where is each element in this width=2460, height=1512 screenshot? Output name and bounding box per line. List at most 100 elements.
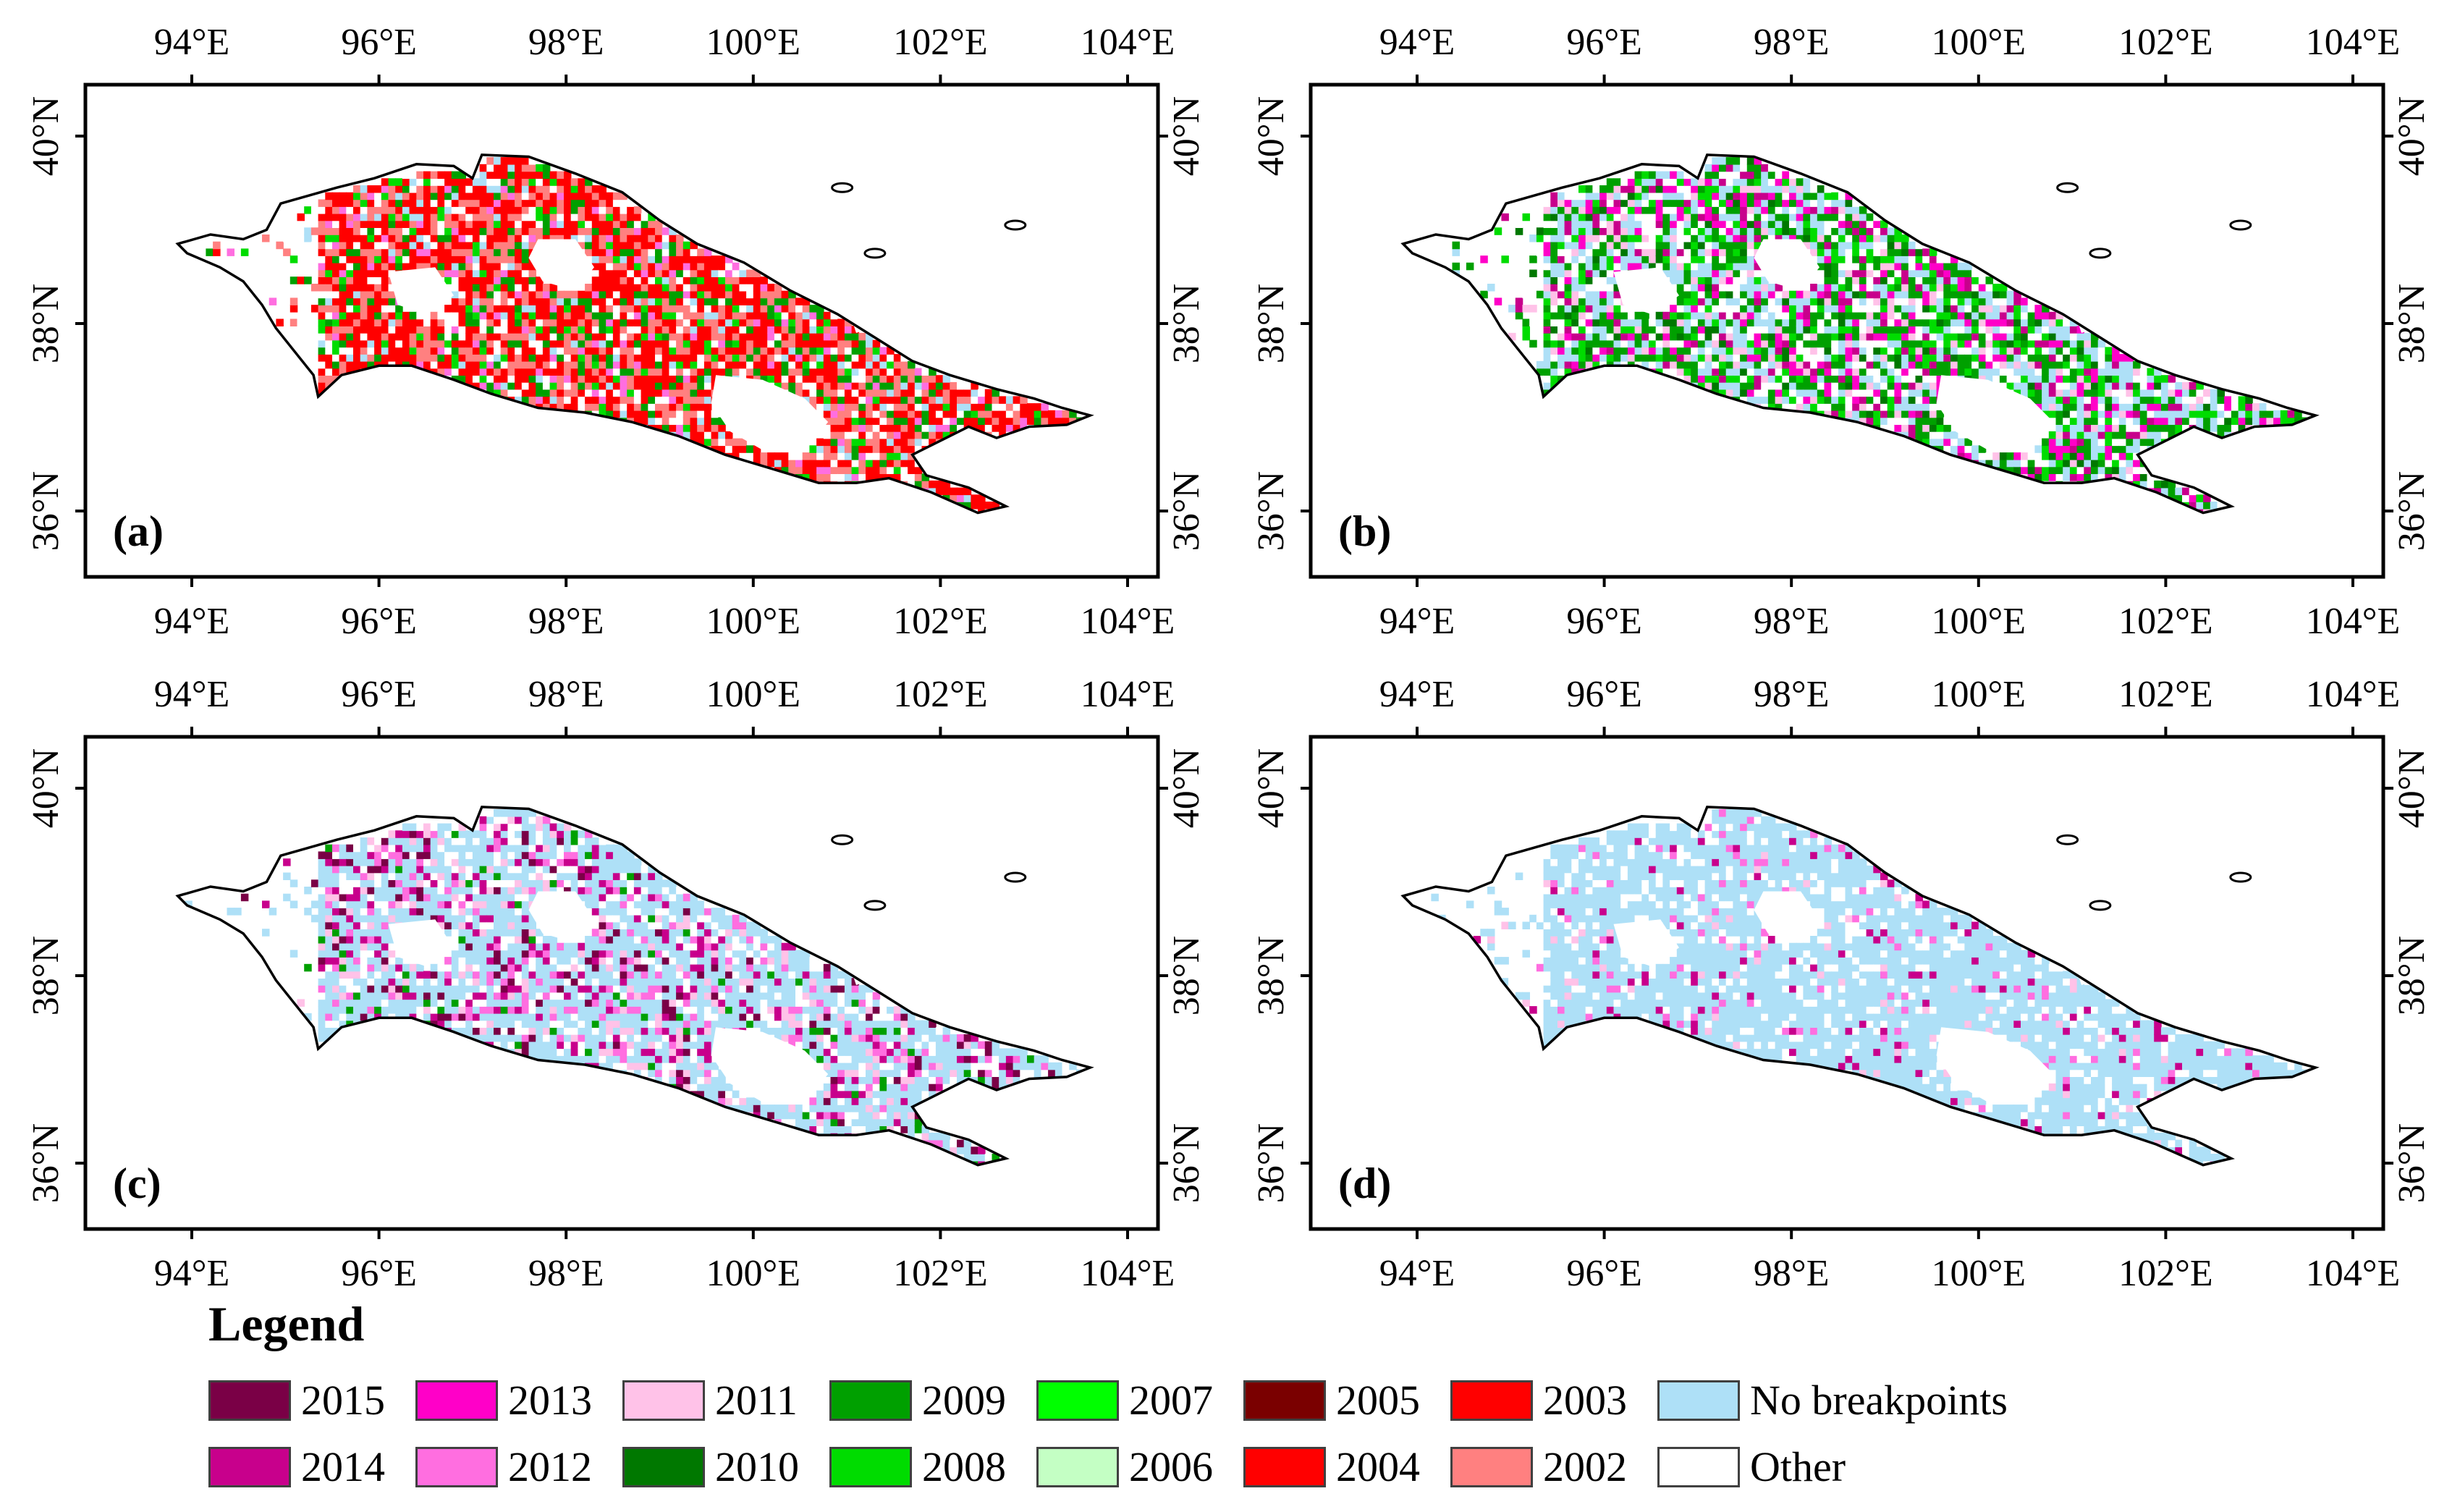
- legend-label: 2011: [715, 1377, 798, 1424]
- legend-label: 2009: [922, 1377, 1006, 1424]
- legend-item: 2006: [1036, 1446, 1243, 1488]
- lat-label-right: 36°N: [2391, 1123, 2432, 1203]
- lake: [388, 267, 454, 314]
- legend-item: 2005: [1243, 1380, 1450, 1422]
- legend-label: 2006: [1129, 1443, 1213, 1490]
- legend-label: 2002: [1543, 1443, 1627, 1490]
- lon-label-top: 104°E: [2306, 22, 2401, 63]
- lon-label-bottom: 104°E: [1081, 601, 1175, 642]
- legend-label: 2007: [1129, 1377, 1213, 1424]
- region-outline: [175, 153, 1094, 515]
- lat-label-right: 40°N: [2391, 748, 2432, 828]
- lon-label-top: 94°E: [154, 674, 230, 715]
- lon-label-bottom: 96°E: [1566, 1253, 1642, 1294]
- lake: [711, 375, 829, 450]
- lat-label-left: 36°N: [1251, 471, 1292, 551]
- region-outline: [175, 806, 1094, 1167]
- island: [2089, 900, 2112, 911]
- lake: [1936, 1027, 2054, 1102]
- island: [863, 248, 887, 259]
- legend-item: 2014: [208, 1446, 415, 1488]
- lon-label-top: 96°E: [1566, 22, 1642, 63]
- lon-label-bottom: 100°E: [706, 1253, 801, 1294]
- lon-label-bottom: 94°E: [1379, 1253, 1455, 1294]
- legend-label: Other: [1750, 1443, 1846, 1490]
- lat-label-right: 38°N: [1166, 936, 1207, 1015]
- lon-label-bottom: 98°E: [1754, 601, 1830, 642]
- lon-label-bottom: 100°E: [1932, 601, 2026, 642]
- lon-label-top: 100°E: [1932, 674, 2026, 715]
- lon-label-bottom: 98°E: [528, 601, 604, 642]
- lon-label-top: 94°E: [154, 22, 230, 63]
- legend-label: 2010: [715, 1443, 799, 1490]
- legend-item: 2007: [1036, 1380, 1243, 1422]
- legend-swatch: [208, 1447, 291, 1487]
- lake: [528, 891, 594, 943]
- lon-label-bottom: 104°E: [2306, 601, 2401, 642]
- lon-label-top: 96°E: [341, 22, 417, 63]
- region-outline: [1400, 806, 2320, 1167]
- lake: [1754, 239, 1819, 291]
- lon-label-top: 100°E: [1932, 22, 2026, 63]
- lat-label-right: 36°N: [2391, 471, 2432, 551]
- legend-swatch: [1243, 1380, 1326, 1421]
- lat-label-left: 36°N: [1251, 1123, 1292, 1203]
- legend-label: 2004: [1336, 1443, 1420, 1490]
- lon-label-top: 98°E: [528, 674, 604, 715]
- legend-item: 2009: [829, 1380, 1036, 1422]
- legend-label: 2005: [1336, 1377, 1420, 1424]
- land-cover-raster: [1403, 154, 2316, 513]
- lon-label-bottom: 98°E: [1754, 1253, 1830, 1294]
- lon-label-bottom: 102°E: [2118, 1253, 2213, 1294]
- legend-swatch: [208, 1380, 291, 1421]
- panel-label: (a): [113, 507, 164, 555]
- island: [2089, 248, 2112, 259]
- lat-label-left: 38°N: [25, 936, 67, 1015]
- legend-swatch: [622, 1447, 705, 1487]
- lon-label-bottom: 104°E: [1081, 1253, 1175, 1294]
- lon-label-top: 98°E: [528, 22, 604, 63]
- region-outline: [1400, 153, 2320, 515]
- legend-title: Legend: [208, 1296, 365, 1351]
- lake: [1613, 919, 1679, 966]
- lake: [1754, 891, 1819, 943]
- lat-label-right: 38°N: [2391, 936, 2432, 1015]
- island: [2229, 871, 2252, 883]
- lon-label-top: 100°E: [706, 674, 801, 715]
- map-panel: 94°E 94°E 96°E 96°E 98°E 98°E 100°E 100°E 102°E 1…: [25, 22, 1207, 642]
- land-cover-raster: [1403, 806, 2316, 1165]
- lon-label-top: 94°E: [1379, 22, 1455, 63]
- lake: [388, 919, 454, 966]
- lat-label-left: 40°N: [1251, 96, 1292, 176]
- island: [2056, 182, 2079, 193]
- lat-label-left: 38°N: [25, 284, 67, 363]
- map-panel: 94°E 94°E 96°E 96°E 98°E 98°E 100°E 100°E 102°E 1…: [25, 674, 1207, 1294]
- lon-label-top: 102°E: [2118, 674, 2213, 715]
- legend-item: Other: [1657, 1446, 1990, 1488]
- lake: [1613, 267, 1679, 314]
- lon-label-bottom: 96°E: [341, 1253, 417, 1294]
- lon-label-top: 104°E: [1081, 674, 1175, 715]
- legend-item: 2008: [829, 1446, 1036, 1488]
- lon-label-top: 102°E: [2118, 22, 2213, 63]
- legend-swatch: [829, 1380, 912, 1421]
- legend-swatch: [1657, 1380, 1740, 1421]
- lake: [528, 239, 594, 291]
- lat-label-left: 38°N: [1251, 284, 1292, 363]
- lat-label-left: 36°N: [25, 1123, 67, 1203]
- lat-label-right: 36°N: [1166, 1123, 1207, 1203]
- lon-label-bottom: 98°E: [528, 1253, 604, 1294]
- legend-swatch: [1036, 1447, 1119, 1487]
- lon-label-top: 94°E: [1379, 674, 1455, 715]
- lon-label-bottom: 104°E: [2306, 1253, 2401, 1294]
- lon-label-top: 100°E: [706, 22, 801, 63]
- land-cover-raster: [177, 806, 1091, 1165]
- legend-item: 2004: [1243, 1446, 1450, 1488]
- legend-label: 2003: [1543, 1377, 1627, 1424]
- legend-swatch: [1036, 1380, 1119, 1421]
- lon-label-bottom: 94°E: [154, 1253, 230, 1294]
- map-panel: 94°E 94°E 96°E 96°E 98°E 98°E 100°E 100°E 102°E 1…: [1251, 22, 2432, 642]
- lon-label-bottom: 96°E: [341, 601, 417, 642]
- lat-label-right: 38°N: [1166, 284, 1207, 363]
